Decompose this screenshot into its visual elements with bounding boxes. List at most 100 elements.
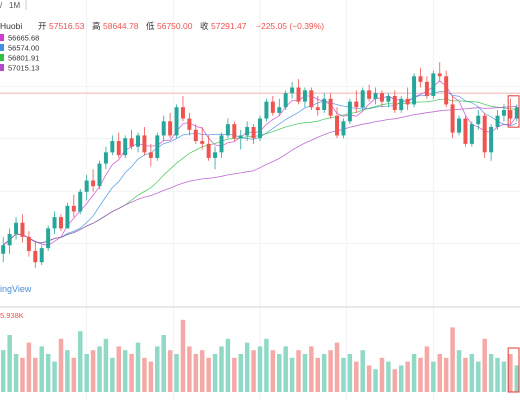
candle-body xyxy=(232,124,237,139)
volume-bar xyxy=(315,357,321,392)
interval-partial[interactable]: / xyxy=(0,1,3,10)
volume-bar xyxy=(90,350,96,392)
volume-bar xyxy=(437,354,442,392)
candle-body xyxy=(495,115,500,127)
volume-bar xyxy=(373,369,378,392)
volume-bar xyxy=(180,319,186,392)
low-label: 低 xyxy=(146,21,155,31)
candle-body xyxy=(360,90,365,108)
volume-bar xyxy=(58,338,64,392)
high-value: 58644.78 xyxy=(103,21,139,31)
candle-body xyxy=(302,90,307,102)
candle-body xyxy=(238,135,243,139)
volume-bar xyxy=(456,350,462,392)
volume-bar xyxy=(508,354,513,392)
candle-body xyxy=(457,118,462,133)
close-label: 收 xyxy=(200,21,209,31)
volume-bar xyxy=(167,350,173,392)
volume-bar xyxy=(39,346,44,392)
volume-bar xyxy=(424,346,430,392)
volume-bar xyxy=(193,354,199,392)
volume-bar xyxy=(379,357,385,392)
volume-bar xyxy=(514,365,520,392)
volume-bar xyxy=(129,354,134,392)
candle-body xyxy=(469,124,474,144)
candle-body xyxy=(71,205,76,212)
candle-body xyxy=(437,73,442,77)
candle-body xyxy=(412,76,417,105)
volume-bar xyxy=(450,327,455,392)
candle-body xyxy=(84,180,89,192)
candle-body xyxy=(277,107,282,113)
volume-bar xyxy=(488,354,494,392)
volume-bar xyxy=(443,357,449,392)
volume-bar xyxy=(206,357,211,392)
volume-label: 5.938K xyxy=(0,311,24,320)
volume-bar xyxy=(495,357,500,392)
candle-body xyxy=(200,141,205,144)
candle-body xyxy=(14,222,19,235)
candle-body xyxy=(148,152,153,158)
change-value: −225.05 (−0.39%) xyxy=(256,21,324,31)
volume-bar xyxy=(386,361,391,392)
volume-bar xyxy=(7,335,12,392)
volume-bar xyxy=(366,365,372,392)
open-label: 开 xyxy=(38,21,47,31)
ohlc-header: Huobi 开 57516.53 高 58644.78 低 56750.00 收… xyxy=(0,21,324,31)
ma-legend-swatch xyxy=(0,54,4,61)
volume-bar xyxy=(155,346,160,392)
candle-body xyxy=(367,90,372,99)
volume-bar xyxy=(78,331,83,392)
volume-bar xyxy=(238,354,243,392)
candle-body xyxy=(450,104,455,133)
volume-bar xyxy=(341,357,346,392)
candle-body xyxy=(155,135,160,158)
volume-bar xyxy=(161,335,166,392)
volume-bar xyxy=(122,350,128,392)
volume-bar xyxy=(65,350,70,392)
candle-body xyxy=(65,205,70,229)
candle-body xyxy=(431,73,436,96)
candle-body xyxy=(322,98,327,111)
volume-bar xyxy=(482,338,487,392)
candle-body xyxy=(245,126,250,136)
volume-bar xyxy=(97,346,102,392)
high-label: 高 xyxy=(92,21,101,31)
volume-bar xyxy=(103,338,109,392)
candle-body xyxy=(482,115,487,153)
volume-bar xyxy=(360,350,365,392)
candle-body xyxy=(180,107,185,119)
candle-body xyxy=(508,110,513,119)
interval-1m[interactable]: 1M xyxy=(9,1,20,10)
volume-bar xyxy=(469,354,475,392)
volume-bar xyxy=(199,350,205,392)
volume-bar xyxy=(84,354,89,392)
candle-body xyxy=(399,98,404,111)
volume-bar xyxy=(13,354,19,392)
volume-bar xyxy=(411,354,417,392)
candles xyxy=(1,62,519,268)
candle-body xyxy=(7,234,12,246)
candle-body xyxy=(174,107,179,136)
candle-body xyxy=(26,236,31,251)
volume-bar xyxy=(116,346,122,392)
candle-body xyxy=(58,217,63,229)
volume-bar xyxy=(405,361,410,392)
volume-bar xyxy=(463,357,468,392)
volume-bar xyxy=(476,361,481,392)
volume-bar xyxy=(257,346,263,392)
candle-body xyxy=(463,118,468,144)
ma-legend-value: 56665.68 xyxy=(8,34,39,43)
candle-body xyxy=(123,138,128,156)
candle-body xyxy=(206,143,211,158)
candle-body xyxy=(328,98,333,116)
candle-body xyxy=(354,101,359,108)
low-value: 56750.00 xyxy=(157,21,193,31)
candle-body xyxy=(213,152,218,158)
candle-body xyxy=(347,101,352,122)
volume-bar xyxy=(26,342,32,392)
volume-bar xyxy=(225,338,231,392)
candle-body xyxy=(39,248,44,263)
